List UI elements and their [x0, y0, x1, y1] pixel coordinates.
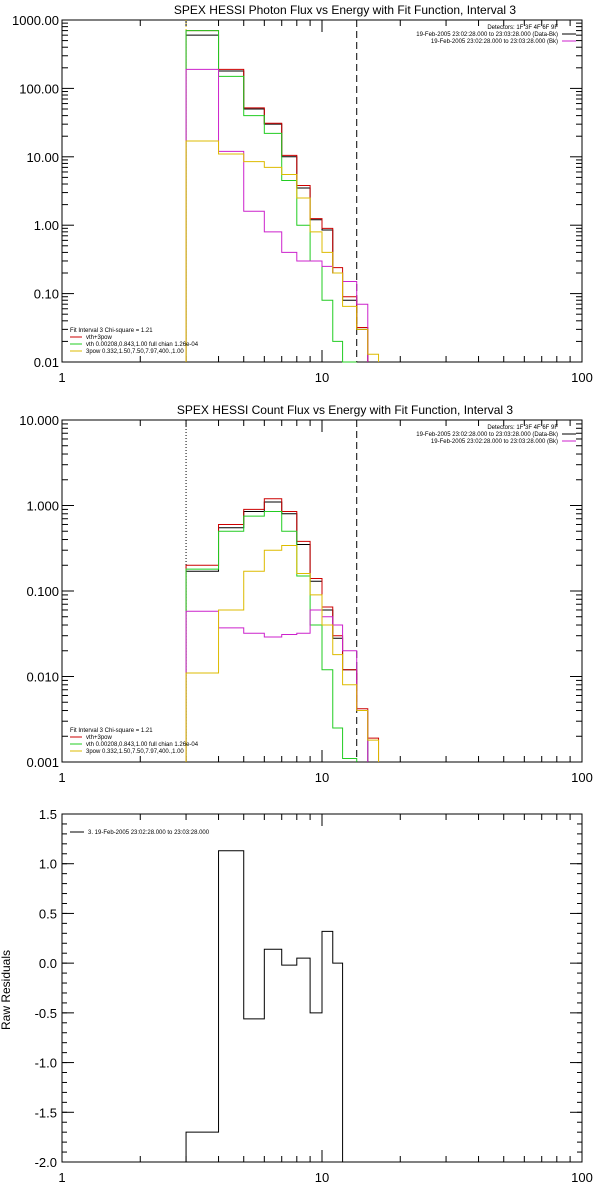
x-tick-label: 1 [58, 370, 65, 385]
series-3-histogram [185, 609, 369, 762]
legend-fit-entry: Fit Interval 3 Chi-square = 1.21 [70, 728, 153, 734]
series-0-histogram [185, 34, 369, 362]
legend-top-entry: 19-Feb-2005 23:02:28.000 to 23:03:28.000… [431, 439, 558, 445]
series-0-histogram [185, 501, 369, 762]
y-tick-label: 0.001 [26, 755, 59, 770]
photon-plot-frame [61, 19, 583, 363]
x-tick-label: 1 [58, 1170, 65, 1185]
y-tick-label: 10.000 [19, 413, 59, 428]
x-tick-label: 10 [315, 370, 329, 385]
legend-top-entry: 19-Feb-2005 23:02:28.000 to 23:03:28.000… [431, 39, 558, 45]
series-3-histogram [185, 68, 369, 362]
y-tick-label: -2.0 [35, 1155, 57, 1170]
legend-fit-entry: vth+3pow [86, 335, 113, 341]
legend-fit-entry: vth 0.00208,0.843,1.00 full chian 1.26e-… [86, 342, 199, 348]
series-4-histogram [185, 140, 380, 362]
residuals-panel: Raw Residuals 1 10 100 -2.0 -1.5 -1.0 -0.5 0.0 0… [0, 807, 593, 1185]
y-tick-label: -1.0 [35, 1056, 57, 1071]
legend-top-entry: 19-Feb-2005 23:02:28.000 to 23:03:28.000… [416, 432, 558, 438]
y-tick-label: -0.5 [35, 1006, 57, 1021]
series-2-histogram [185, 30, 357, 363]
y-tick-label: 1.00 [34, 218, 59, 233]
series-1-histogram [185, 30, 369, 362]
series-0-histogram [185, 850, 357, 1163]
count-flux-title: SPEX HESSI Count Flux vs Energy with Fit… [177, 403, 513, 417]
legend-fit-entry: vth+3pow [86, 735, 113, 741]
y-tick-label: 0.010 [26, 670, 59, 685]
count-flux-panel: SPEX HESSI Count Flux vs Energy with Fit… [19, 403, 593, 785]
legend-fit-entry: 3pow 0.332,1.50,7.50,7.97,400.,1.00 [86, 349, 184, 355]
series-1-histogram [185, 498, 380, 762]
y-tick-label: 1.5 [39, 807, 57, 822]
legend-fit-entry: vth 0.00208,0.843,1.00 full chian 1.26e-… [86, 742, 199, 748]
legend-fit-entry: Fit Interval 3 Chi-square = 1.21 [70, 328, 153, 334]
y-tick-label: 100.00 [19, 81, 59, 96]
x-tick-label: 100 [571, 370, 593, 385]
y-tick-label: 0.10 [34, 287, 59, 302]
legend-top-entry: Detectors: 1F 3F 4F 6F 9F [487, 425, 558, 431]
series-4-histogram [185, 545, 380, 762]
x-tick-label: 100 [571, 770, 593, 785]
photon-flux-title: SPEX HESSI Photon Flux vs Energy with Fi… [174, 3, 516, 17]
y-tick-label: 1.0 [39, 857, 57, 872]
photon-flux-panel: SPEX HESSI Photon Flux vs Energy with Fi… [12, 3, 593, 385]
legend-entry: 3. 19-Feb-2005 23:02:28.000 to 23:03:28.… [88, 830, 210, 836]
y-tick-label: 0.100 [26, 584, 59, 599]
y-tick-label: 1.000 [26, 499, 59, 514]
y-tick-label: -1.5 [35, 1105, 57, 1120]
legend-fit-entry: 3pow 0.332,1.50,7.50,7.97,400.,1.00 [86, 749, 184, 755]
residuals-ylabel: Raw Residuals [0, 950, 13, 1030]
x-tick-label: 100 [571, 1170, 593, 1185]
y-tick-label: 0.01 [34, 355, 59, 370]
y-tick-label: 1000.00 [12, 13, 59, 28]
legend-top-entry: Detectors: 1F 3F 4F 6F 9F [487, 25, 558, 31]
x-tick-label: 10 [315, 770, 329, 785]
y-tick-label: 10.00 [26, 150, 59, 165]
x-tick-label: 10 [315, 1170, 329, 1185]
y-tick-label: 0.0 [39, 956, 57, 971]
legend-top-entry: 19-Feb-2005 23:02:28.000 to 23:03:28.000… [416, 32, 558, 38]
x-tick-label: 1 [58, 770, 65, 785]
y-tick-label: 0.5 [39, 906, 57, 921]
